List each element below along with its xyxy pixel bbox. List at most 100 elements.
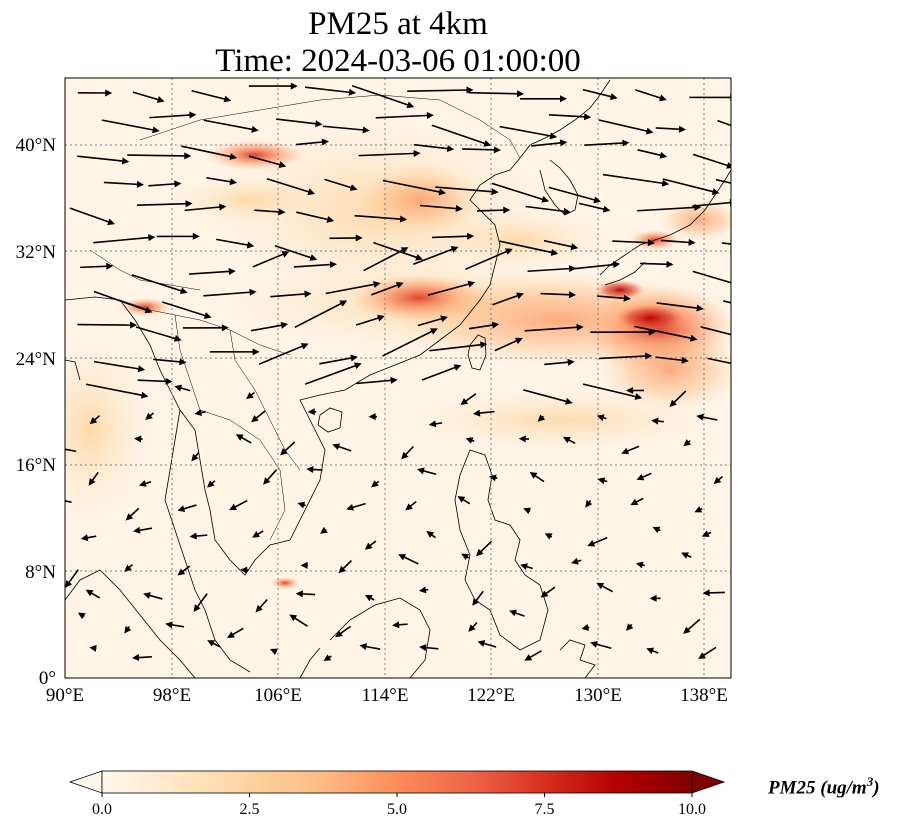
wind-vector (427, 280, 476, 296)
colorbar-label-main: PM25 (ug/m (768, 777, 867, 799)
wind-vector (419, 644, 439, 652)
wind-vector (325, 280, 381, 295)
wind-vector (596, 582, 614, 593)
wind-vector (203, 119, 259, 133)
wind-vectors (65, 82, 731, 662)
wind-vector (413, 143, 455, 153)
wind-vector (182, 324, 229, 332)
wind-vector (698, 646, 717, 659)
wind-vector (138, 480, 152, 487)
wind-vector (93, 234, 156, 244)
wind-vector (329, 234, 363, 242)
wind-vector (477, 206, 511, 214)
wind-vector (417, 315, 448, 327)
map-area (64, 77, 732, 679)
x-tick-label: 122°E (467, 685, 515, 706)
wind-vector (355, 376, 398, 385)
wind-vector (418, 586, 429, 594)
wind-vector (584, 139, 630, 147)
wind-vector (248, 82, 298, 90)
wind-vector (587, 536, 608, 547)
coastline-borneo (299, 597, 431, 678)
wind-vector (193, 593, 208, 612)
wind-vector (240, 566, 249, 574)
wind-vector (635, 89, 667, 102)
x-axis: 90°E 98°E 106°E 114°E 122°E 130°E 138°E (46, 685, 728, 706)
wind-vector (655, 125, 687, 133)
wind-vector (523, 389, 573, 405)
wind-vector (465, 248, 513, 271)
wind-vector (598, 119, 654, 135)
wind-vector (101, 119, 160, 134)
pm25-plume (205, 140, 305, 170)
wind-vector (69, 207, 115, 226)
wind-vector (597, 477, 608, 485)
wind-vector (635, 561, 646, 569)
wind-vector (305, 86, 357, 96)
x-tick-label: 138°E (680, 685, 728, 706)
wind-vector (472, 590, 484, 606)
wind-vector (252, 530, 264, 538)
y-axis: 0° 8°N 16°N 24°N 32°N 40°N (16, 135, 57, 689)
wind-vector (722, 300, 731, 304)
wind-vector (351, 84, 415, 109)
coastline-sri-lanka-bay (65, 359, 81, 381)
wind-vector (136, 200, 193, 208)
wind-vector (319, 354, 358, 365)
wind-vector (189, 532, 208, 540)
wind-vector (626, 623, 634, 631)
wind-vector (229, 499, 248, 511)
coastline-sumatra (65, 569, 196, 678)
wind-vector (707, 357, 731, 365)
wind-vector (599, 352, 653, 360)
wind-vector (252, 251, 290, 268)
wind-vector (692, 270, 731, 284)
wind-vector (293, 261, 338, 269)
pm25-hotspot (615, 304, 685, 332)
wind-vector (683, 439, 691, 447)
wind-vector (669, 390, 687, 407)
wind-vector (131, 654, 152, 662)
x-tick-label: 114°E (362, 685, 409, 706)
wind-vector (417, 467, 437, 476)
border (229, 329, 301, 471)
x-tick-label: 98°E (153, 685, 191, 706)
wind-vector (65, 569, 79, 588)
wind-vector (216, 238, 255, 249)
wind-vector (468, 321, 500, 330)
wind-vector (89, 644, 97, 652)
wind-vector (419, 204, 463, 212)
wind-vector (431, 124, 492, 147)
wind-vector (634, 325, 698, 342)
wind-vector (127, 152, 192, 160)
coastline-japan (599, 169, 731, 286)
wind-vector (354, 214, 408, 223)
wind-vector (227, 627, 244, 639)
coastline-hainan (317, 407, 343, 433)
colorbar-tick-label: 7.5 (535, 801, 555, 818)
wind-vector (93, 360, 146, 373)
wind-vector (435, 186, 499, 196)
wind-vector (621, 445, 640, 455)
wind-vector (457, 496, 471, 505)
wind-vector (85, 589, 101, 599)
border (174, 314, 201, 411)
wind-vector (524, 323, 584, 332)
wind-vector (297, 501, 306, 509)
wind-vector (149, 111, 197, 119)
y-tick-label: 24°N (16, 349, 57, 370)
wind-vector (518, 435, 530, 443)
wind-vector (304, 362, 362, 385)
wind-vector (373, 241, 423, 261)
wind-vector (494, 337, 523, 352)
wind-vector (191, 452, 200, 462)
wind-vector (359, 643, 381, 651)
wind-vector (89, 415, 100, 425)
colorbar-label-end: ) (873, 777, 880, 799)
wind-vector (523, 507, 531, 515)
colorbar-ticks: 0.0 2.5 5.0 7.5 10.0 (92, 793, 706, 818)
wind-vector (651, 417, 664, 425)
wind-vector (382, 179, 447, 196)
wind-vector (596, 414, 607, 422)
wind-vector (491, 182, 550, 203)
